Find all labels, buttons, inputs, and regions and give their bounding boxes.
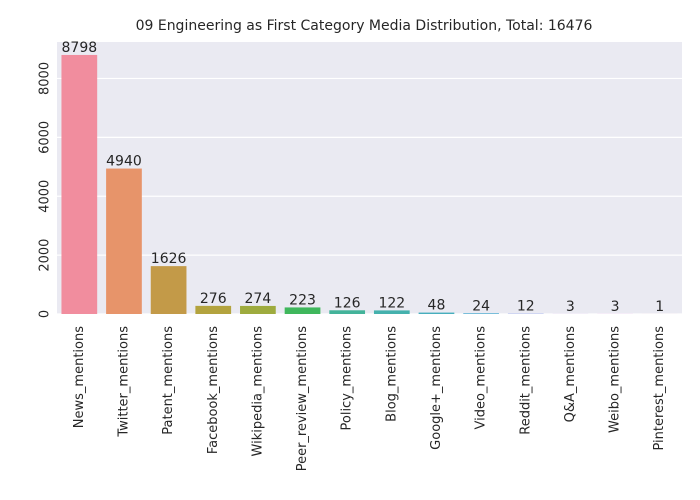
bar-value-label: 276	[200, 291, 227, 307]
bar-value-label: 274	[245, 291, 272, 307]
bar-value-label: 1626	[151, 251, 187, 267]
y-tick-label: 0	[38, 310, 53, 318]
bar	[240, 305, 276, 314]
x-tick-label: Twitter_mentions	[116, 326, 131, 438]
x-tick-label: Blog_mentions	[384, 326, 399, 422]
x-tick-label: Peer_review_mentions	[295, 326, 310, 472]
bar-value-label: 122	[378, 295, 405, 311]
x-tick-label: Reddit_mentions	[518, 326, 533, 435]
x-tick-label: Pinterest_mentions	[652, 326, 667, 451]
bar	[150, 266, 187, 314]
bars	[61, 54, 678, 314]
bar-value-label: 48	[428, 298, 446, 314]
x-tick-label: Patent_mentions	[161, 326, 176, 435]
bar-value-label: 24	[472, 298, 490, 314]
bar-value-label: 4940	[106, 154, 142, 170]
bar	[195, 305, 232, 314]
x-axis: News_mentions Twitter_mentions Patent_ment…	[72, 326, 667, 472]
y-tick-label: 4000	[38, 180, 53, 213]
bar	[463, 313, 499, 314]
bar	[284, 307, 321, 314]
x-tick-label: Facebook_mentions	[206, 326, 221, 454]
bar-value-label: 8798	[62, 40, 98, 56]
x-tick-label: Q&A_mentions	[563, 326, 578, 423]
y-tick-label: 2000	[38, 239, 53, 272]
bar-value-label: 12	[517, 299, 535, 315]
x-tick-label: Policy_mentions	[340, 326, 355, 431]
x-tick-label: News_mentions	[72, 326, 87, 428]
bar-value-label: 223	[289, 292, 316, 308]
bar	[106, 168, 142, 314]
y-axis: 0 2000 4000 6000 8000	[38, 62, 53, 318]
bar	[418, 312, 455, 314]
x-tick-label: Google+_mentions	[429, 326, 444, 450]
y-tick-label: 6000	[38, 121, 53, 154]
bar-value-label: 1	[655, 299, 664, 315]
bar	[61, 54, 98, 314]
x-tick-label: Wikipedia_mentions	[250, 326, 265, 457]
x-tick-label: Weibo_mentions	[608, 326, 623, 433]
bar-value-label: 126	[334, 295, 361, 311]
data-labels: 8798 4940 1626 276 274 223 126 122 48 24 12 3 3 1	[62, 40, 665, 315]
y-tick-label: 8000	[38, 62, 53, 95]
chart-title: 09 Engineering as First Category Media D…	[136, 18, 593, 34]
bar	[329, 310, 366, 314]
bar-value-label: 3	[566, 299, 575, 315]
bar	[373, 310, 410, 314]
x-tick-label: Video_mentions	[474, 326, 489, 430]
bar-value-label: 3	[611, 299, 620, 315]
